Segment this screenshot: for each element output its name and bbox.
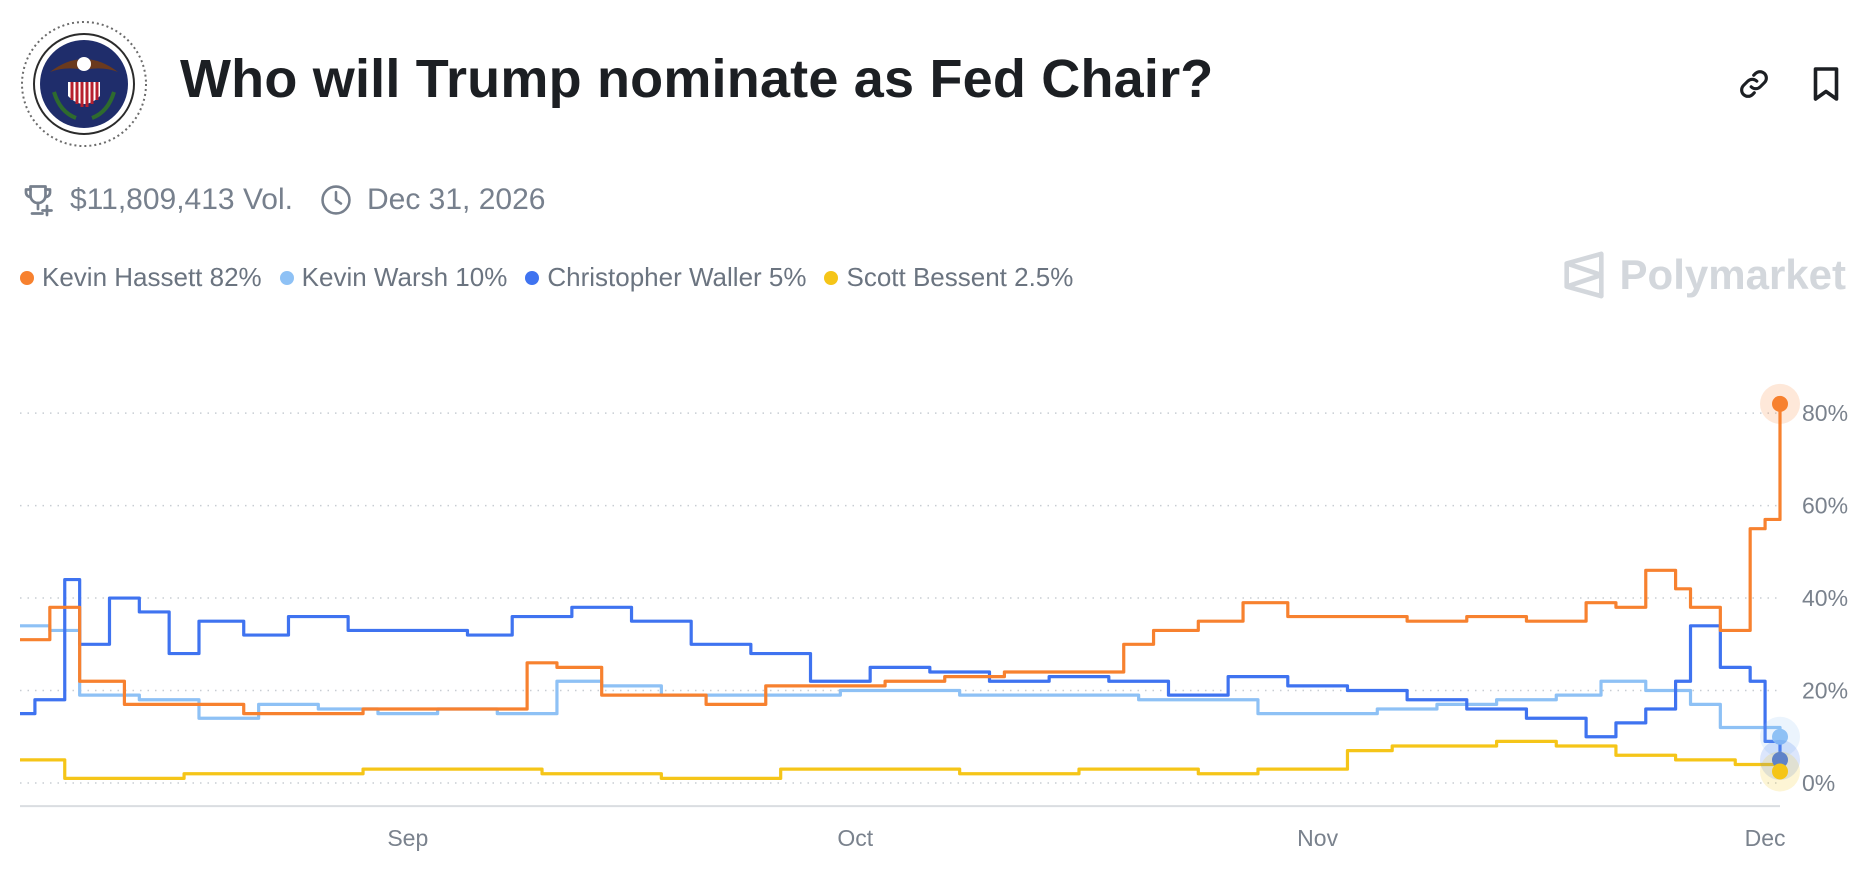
legend-item-hassett[interactable]: Kevin Hassett 82% [20,262,262,293]
y-axis-ticks: 0% 20% 40% 60% 80% [1802,400,1848,796]
polymarket-watermark: Polymarket [1562,250,1846,300]
volume-text: $11,809,413 Vol. [70,183,293,216]
end-marker-dot [1772,763,1788,780]
series-line-christopher-waller [20,577,1782,760]
market-header: Who will Trump nominate as Fed Chair? [20,20,1846,148]
legend-dot [20,270,34,285]
chart-grid [20,412,1780,808]
end-date-text: Dec 31, 2026 [366,183,546,216]
polymarket-logo-icon [1563,251,1604,299]
copy-link-button[interactable] [1734,64,1774,104]
legend-item-waller[interactable]: Christopher Waller 5% [525,262,806,293]
link-icon [1740,70,1768,98]
y-tick-label: 80% [1802,400,1848,426]
legend-dot [824,270,839,285]
brand-name: Polymarket [1619,251,1846,298]
end-marker-dot [1772,395,1788,412]
end-date-info: Dec 31, 2026 [319,183,545,217]
legend-dot [525,270,540,285]
series-line-scott-bessent [20,739,1782,780]
bookmark-icon [1813,67,1839,101]
series-line-kevin-warsh [20,624,1782,737]
volume-info: $11,809,413 Vol. [20,182,293,218]
market-meta: $11,809,413 Vol. Dec 31, 2026 [20,178,571,222]
legend-label: Kevin Warsh 10% [301,262,508,292]
x-tick-label: Sep [387,825,428,851]
legend-label: Christopher Waller 5% [547,262,807,292]
legend-label: Scott Bessent 2.5% [846,262,1074,292]
legend-item-bessent[interactable]: Scott Bessent 2.5% [824,262,1073,293]
y-tick-label: 20% [1802,678,1848,704]
clock-icon [321,185,351,215]
bookmark-button[interactable] [1806,64,1846,104]
end-marker-dot [1772,728,1788,745]
x-tick-label: Nov [1297,825,1338,851]
legend-label: Kevin Hassett 82% [42,262,262,292]
y-tick-label: 0% [1802,770,1835,796]
legend-dot [279,270,294,285]
page-title: Who will Trump nominate as Fed Chair? [180,49,1214,109]
end-marker-dot [1772,751,1788,768]
chart-end-markers [1760,383,1800,792]
price-history-chart[interactable]: 0% 20% 40% 60% 80% Sep Oct Nov Dec [0,380,1866,860]
federal-reserve-seal-logo [21,21,147,147]
header-actions [1734,64,1846,104]
x-axis-ticks: Sep Oct Nov Dec [387,825,1785,851]
x-tick-label: Oct [837,825,873,851]
x-tick-label: Dec [1745,825,1786,851]
series-line-kevin-hassett [20,403,1782,716]
trophy-icon [24,185,53,217]
chart-legend: Kevin Hassett 82% Kevin Warsh 10% Christ… [20,262,1091,293]
y-tick-label: 40% [1802,585,1848,611]
chart-lines [20,403,1782,780]
legend-item-warsh[interactable]: Kevin Warsh 10% [279,262,508,293]
y-tick-label: 60% [1802,493,1848,519]
